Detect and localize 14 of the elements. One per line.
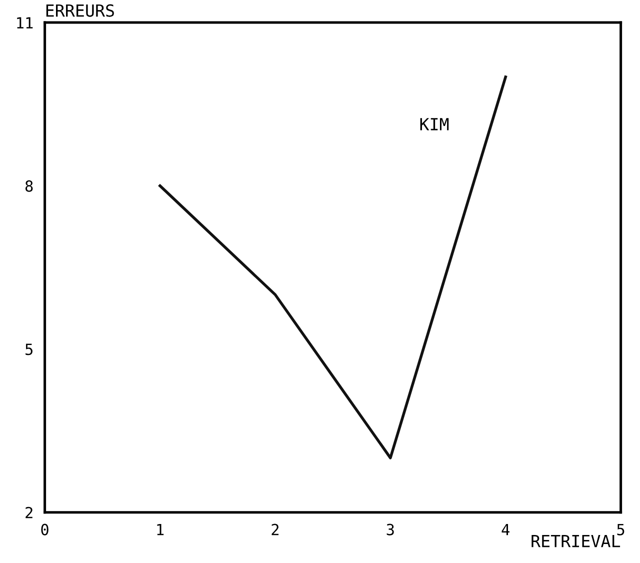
- annotation: KIM: [420, 118, 449, 130]
- x-tick-label: 3: [386, 524, 394, 536]
- y-tick-label: 8: [25, 180, 33, 192]
- x-axis-title: RETRIEVAL: [532, 534, 620, 548]
- x-tick-label: 5: [617, 524, 624, 536]
- y-tick-label: 11: [17, 17, 33, 28]
- y-tick-label: 5: [26, 344, 32, 356]
- y-tick-label: 2: [26, 506, 32, 518]
- x-tick-label: 1: [157, 524, 164, 536]
- x-tick-label: 2: [272, 524, 278, 536]
- x-tick-label: 0: [41, 524, 48, 536]
- line-series: [158, 76, 507, 460]
- y-axis-title: ERREURS: [46, 4, 114, 17]
- x-tick-label: 4: [502, 524, 510, 536]
